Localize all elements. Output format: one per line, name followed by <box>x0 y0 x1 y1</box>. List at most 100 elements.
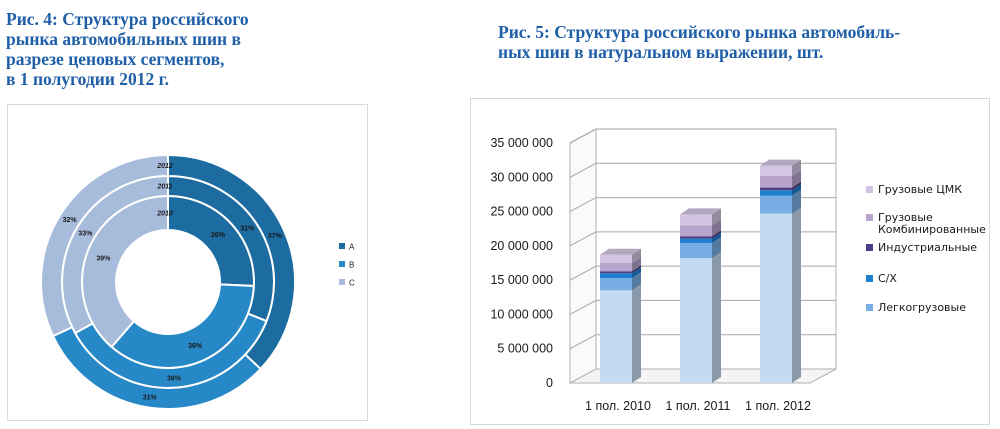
donut-data-label: 36% <box>188 343 203 350</box>
bar-segment <box>680 238 712 244</box>
bar-top <box>680 208 721 215</box>
gridline <box>569 299 836 315</box>
ring-year-label: 2011 <box>156 184 172 191</box>
donut-data-label: 31% <box>143 395 158 402</box>
bar-side <box>792 207 801 383</box>
donut-data-label: 37% <box>268 233 283 240</box>
bar-segment <box>760 213 792 383</box>
caption-line: рынка автомобильных шин в <box>6 29 241 49</box>
bar-chart-panel: 0 5 000 000 10 000 000 15 000 000 20 000 000… <box>470 98 990 425</box>
y-tick-label: 10 000 000 <box>490 307 553 321</box>
caption-line: Рис. 5: Структура российского рынка авто… <box>498 22 901 42</box>
bar-side <box>632 257 641 272</box>
bar-side <box>712 230 721 239</box>
legend-label-A: A <box>349 243 355 252</box>
bar-side <box>632 248 641 263</box>
legend-swatch <box>866 304 873 311</box>
gridline <box>569 334 836 350</box>
legend-label: Грузовые ЦМК <box>878 183 962 196</box>
bar-side <box>792 159 801 176</box>
caption-line: ных шин в натуральном выражении, шт. <box>498 42 824 62</box>
bar-segment <box>680 258 712 383</box>
bar-side <box>712 237 721 259</box>
bar-side <box>712 232 721 244</box>
bar-segment <box>760 165 792 176</box>
legend-swatch <box>866 244 873 251</box>
bar-segment <box>600 273 632 279</box>
gridline <box>569 265 836 281</box>
donut-data-label: 39% <box>96 255 111 262</box>
bar-segment <box>600 263 632 272</box>
legend-swatch-C <box>339 279 345 285</box>
bar-segment <box>680 225 712 237</box>
caption-line: в 1 полугодии 2012 г. <box>6 69 169 89</box>
bar-segment <box>600 290 632 383</box>
legend-label: Комбинированные <box>878 223 986 236</box>
donut-segment-2012-C <box>40 153 169 338</box>
legend-label: Индустриальные <box>878 241 977 254</box>
gridline <box>569 162 836 178</box>
bar-side <box>632 272 641 291</box>
figure-4-caption: Рис. 4: Структура российского рынка автом… <box>6 9 336 89</box>
y-tick-label: 30 000 000 <box>490 170 553 184</box>
donut-data-label: 26% <box>211 232 226 239</box>
donut-data-label: 31% <box>240 226 255 233</box>
donut-data-label: 32% <box>63 217 78 224</box>
gridline <box>569 231 836 247</box>
caption-line: Рис. 4: Структура российского <box>6 9 249 29</box>
y-tick-label: 0 <box>546 376 553 390</box>
bar-segment <box>760 195 792 214</box>
y-tick-label: 15 000 000 <box>490 273 553 287</box>
bar-top <box>760 159 801 166</box>
bar-segment <box>760 175 792 188</box>
bar-side <box>632 267 641 279</box>
y-tick-label: 25 000 000 <box>490 205 553 219</box>
figure-5-caption: Рис. 5: Структура российского рынка авто… <box>498 22 988 62</box>
donut-data-label: 33% <box>78 231 93 238</box>
y-tick-label: 5 000 000 <box>497 342 553 356</box>
chart-side-wall <box>569 128 597 384</box>
ring-year-label: 2010 <box>156 211 173 218</box>
bar-side <box>792 169 801 188</box>
bar-segment <box>760 190 792 196</box>
gridline <box>569 197 836 213</box>
legend-swatch-B <box>339 261 345 267</box>
x-tick-label: 1 пол. 2010 <box>585 399 651 413</box>
bar-segment <box>680 236 712 239</box>
bar-side <box>792 184 801 196</box>
donut-data-label: 36% <box>167 375 182 382</box>
y-tick-label: 35 000 000 <box>490 136 553 150</box>
y-tick-label: 20 000 000 <box>490 239 553 253</box>
legend-swatch <box>866 214 873 221</box>
legend-swatch <box>866 186 873 193</box>
bar-segment <box>600 254 632 263</box>
donut-chart: 26% 36% 39% 2010 31% 36% 33% 2011 37% 31% 32% 2012 A… <box>40 153 355 410</box>
legend-swatch-A <box>339 243 345 249</box>
legend-label: Легкогрузовые <box>878 301 966 314</box>
bar-side <box>632 284 641 383</box>
x-tick-label: 1 пол. 2011 <box>666 399 731 413</box>
bar-segment <box>680 243 712 259</box>
legend-label-C: C <box>349 279 355 288</box>
legend-swatch <box>866 275 873 282</box>
bar-side <box>632 265 641 274</box>
bar-side <box>712 219 721 237</box>
legend-label: C/X <box>878 272 897 285</box>
bar-side <box>792 181 801 191</box>
bar-side <box>712 208 721 226</box>
legend-label: Грузовые <box>878 211 933 224</box>
caption-line: разрезе ценовых сегментов, <box>6 49 225 69</box>
bar-top <box>600 248 641 255</box>
legend-label-B: B <box>349 261 354 270</box>
x-tick-label: 1 пол. 2012 <box>745 399 811 413</box>
bar-segment <box>680 214 712 226</box>
bar-segment <box>600 278 632 291</box>
donut-chart-panel: 26% 36% 39% 2010 31% 36% 33% 2011 37% 31% 32% 2012 A… <box>7 104 368 421</box>
stacked-bar-chart: 0 5 000 000 10 000 000 15 000 000 20 000 000… <box>490 128 986 413</box>
bar-side <box>712 252 721 383</box>
bar-segment <box>760 187 792 191</box>
gridline <box>569 128 836 144</box>
ring-year-label: 2012 <box>156 163 173 170</box>
bar-side <box>792 189 801 214</box>
bar-segment <box>600 271 632 274</box>
